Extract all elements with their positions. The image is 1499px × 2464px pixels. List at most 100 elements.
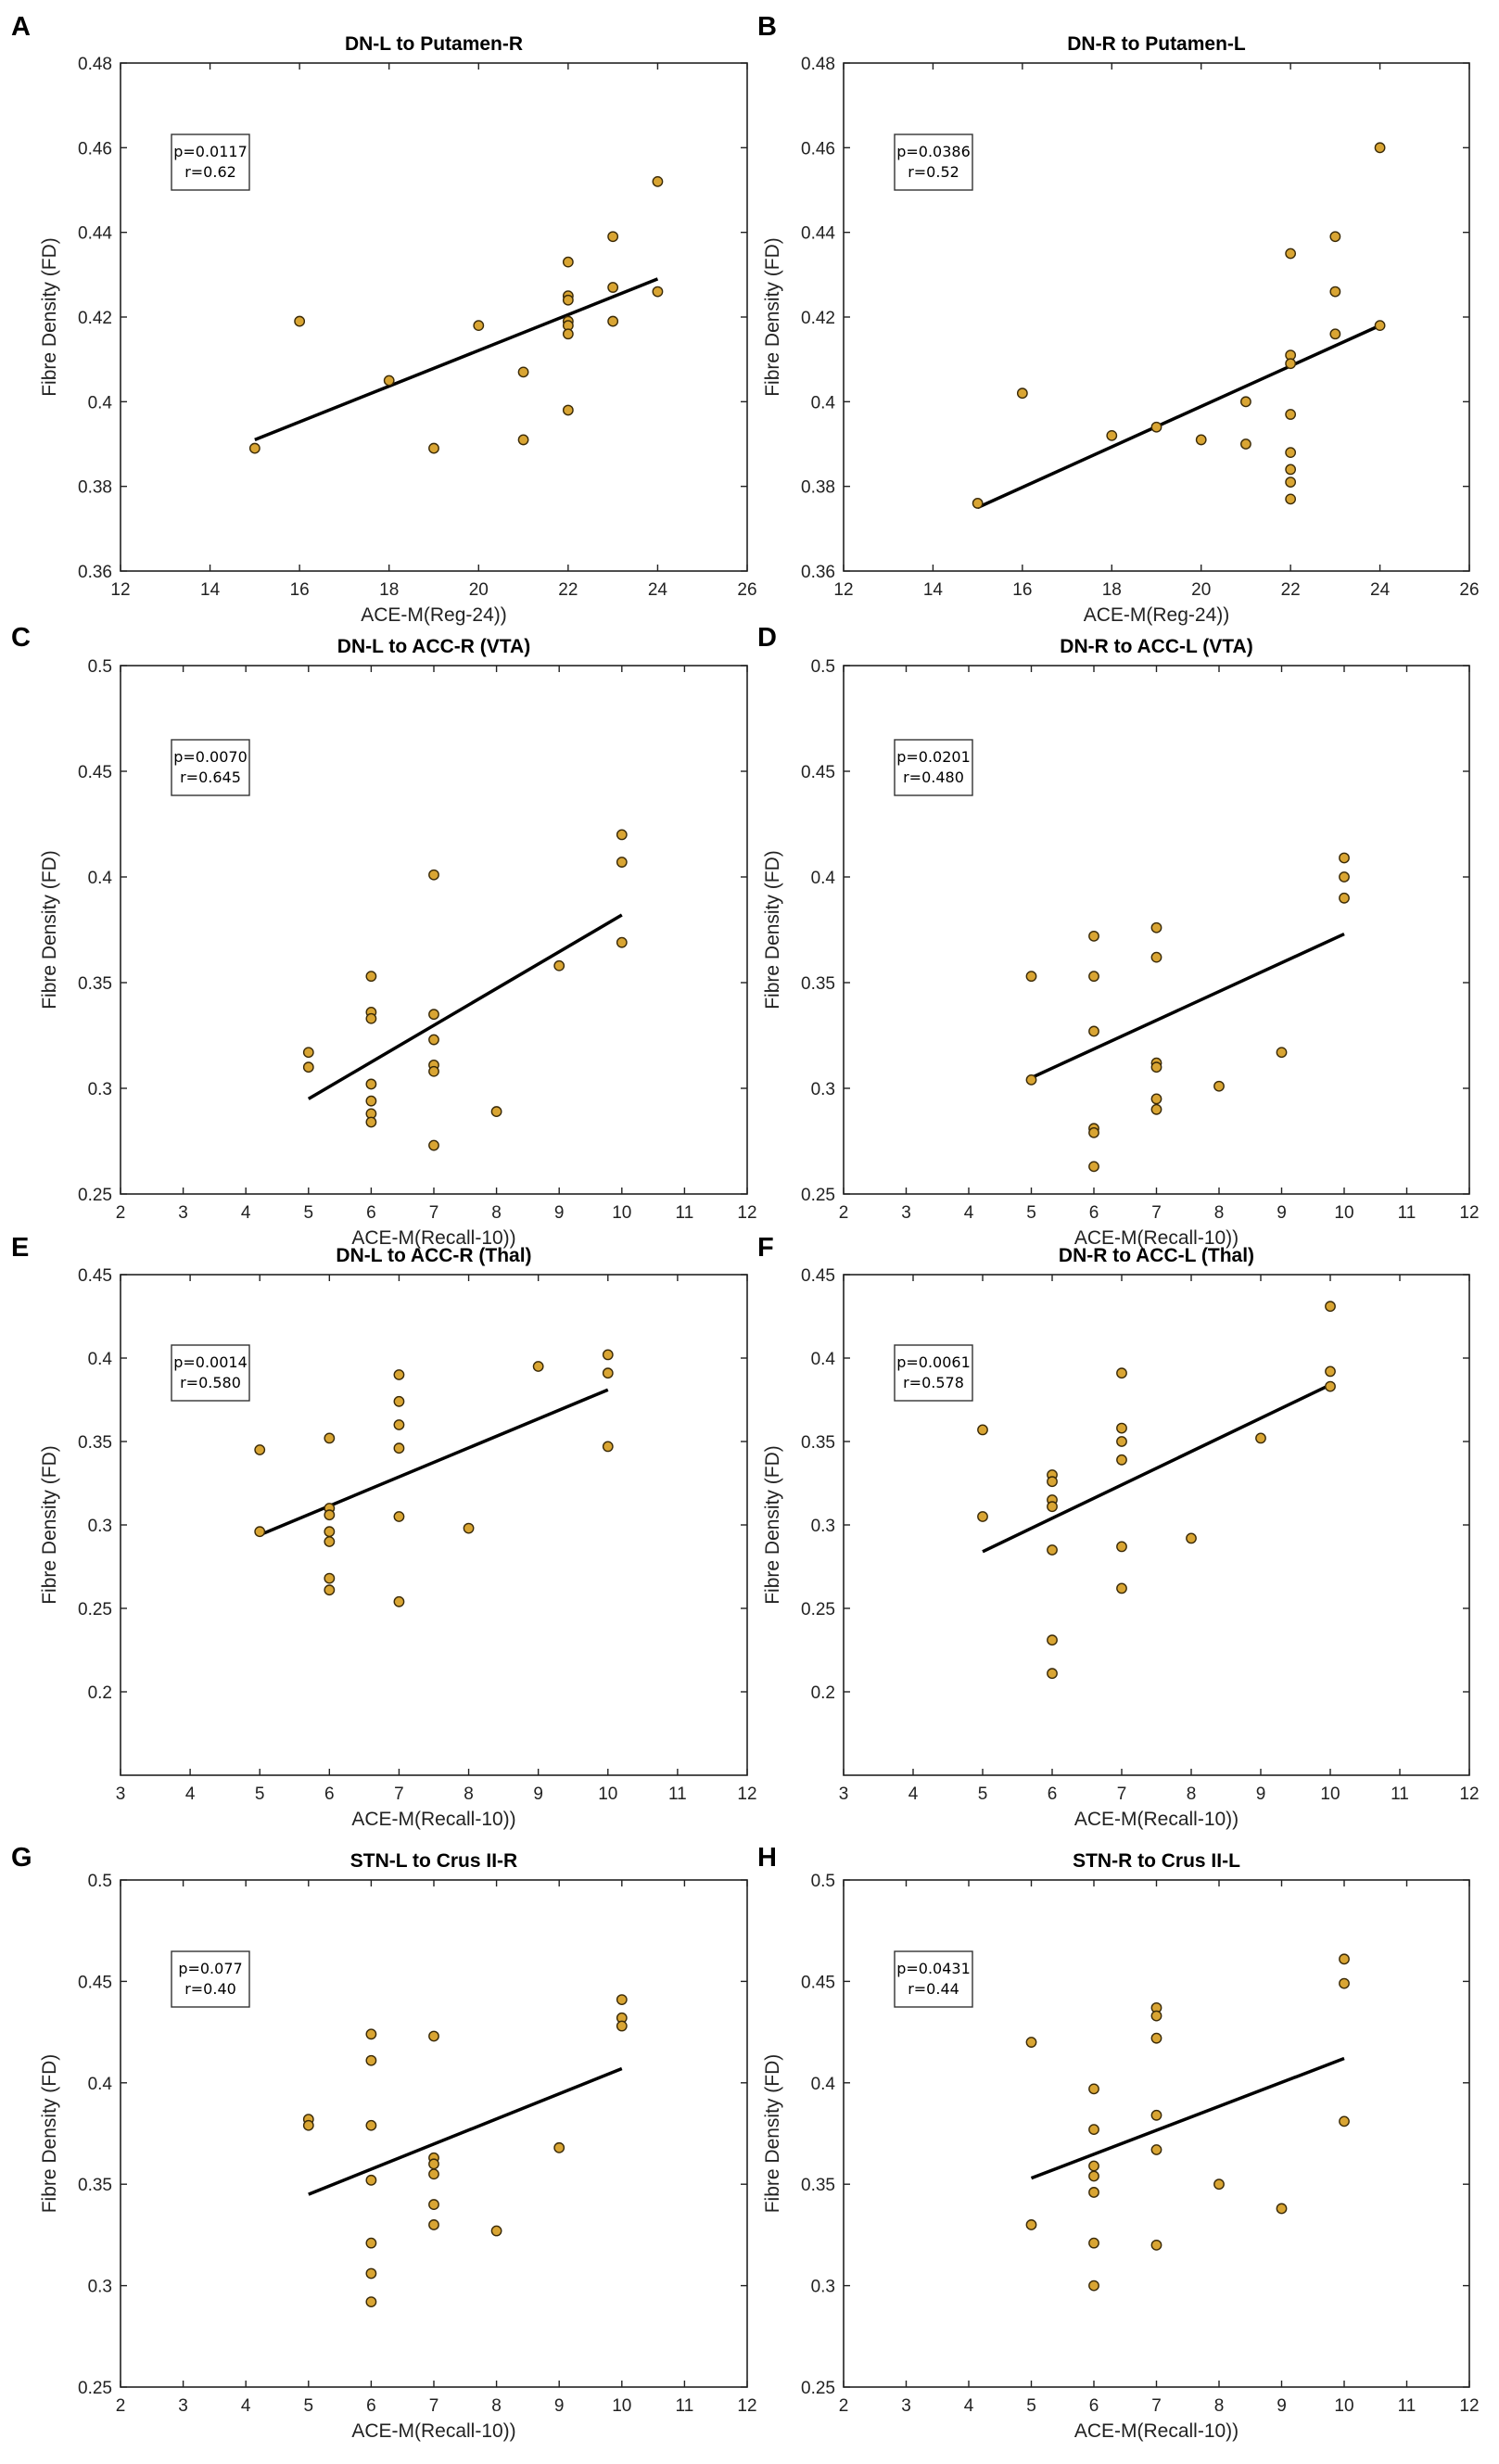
chart-title: STN-R to Crus II-L [1073, 1850, 1240, 1872]
x-tick-label: 11 [1398, 2396, 1416, 2416]
data-point [1374, 320, 1386, 332]
data-point [1150, 2239, 1162, 2251]
y-tick-label: 0.42 [801, 309, 835, 328]
y-tick-label: 0.4 [88, 393, 113, 413]
panel-letter: D [757, 623, 777, 653]
x-tick-label: 8 [491, 2396, 502, 2416]
data-point [616, 857, 628, 868]
x-tick-label: 10 [1320, 1784, 1340, 1804]
y-axis-label: Fibre Density (FD) [762, 1445, 783, 1605]
data-point [616, 1994, 628, 2005]
data-point [1088, 2083, 1099, 2095]
data-point [1276, 1047, 1288, 1059]
x-tick-label: 20 [1191, 580, 1211, 600]
x-axis-label: ACE-M(Recall-10)) [1074, 2420, 1239, 2442]
stats-box [894, 1344, 973, 1402]
data-point [1150, 1093, 1162, 1105]
data-point [1047, 1501, 1058, 1513]
x-tick-label: 4 [241, 1203, 251, 1223]
chart-title: DN-L to ACC-R (VTA) [337, 636, 530, 657]
data-point [1116, 1582, 1127, 1594]
data-point [1088, 2280, 1099, 2292]
x-tick-label: 8 [1214, 2396, 1225, 2416]
data-point [1285, 493, 1297, 505]
data-point [1339, 871, 1350, 883]
x-tick-label: 11 [1398, 1203, 1416, 1223]
x-tick-label: 7 [1117, 1784, 1127, 1804]
data-point [1047, 1544, 1058, 1556]
p-value-label: p=0.0014 [173, 1353, 248, 1371]
y-axis-label: Fibre Density (FD) [39, 237, 60, 397]
y-tick-label: 0.42 [78, 309, 112, 328]
data-point [616, 829, 628, 841]
data-point [1116, 1422, 1127, 1434]
data-point [1116, 1541, 1127, 1553]
x-tick-label: 16 [1012, 580, 1032, 600]
x-tick-label: 16 [290, 580, 310, 600]
data-point [428, 2158, 439, 2170]
y-tick-label: 0.44 [801, 224, 835, 244]
x-tick-label: 6 [1089, 1203, 1099, 1223]
data-point [1150, 2010, 1162, 2022]
y-tick-label: 0.4 [811, 869, 836, 888]
r-value-label: r=0.580 [180, 1374, 241, 1391]
y-tick-label: 0.48 [78, 55, 112, 74]
x-tick-label: 7 [429, 1203, 439, 1223]
data-point [607, 282, 619, 293]
stats-box [894, 133, 973, 191]
data-point [428, 1009, 439, 1021]
r-value-label: r=0.40 [184, 1980, 236, 1998]
x-tick-label: 9 [554, 1203, 565, 1223]
x-axis-label: ACE-M(Recall-10)) [1074, 1809, 1239, 1830]
data-point [1047, 1668, 1058, 1680]
data-point [393, 1395, 405, 1407]
data-point [365, 1012, 377, 1024]
data-point [607, 315, 619, 327]
y-tick-label: 0.45 [801, 1973, 835, 1992]
x-tick-label: 5 [304, 2396, 314, 2416]
chart-title: DN-L to Putamen-R [345, 33, 523, 55]
y-tick-label: 0.45 [801, 763, 835, 782]
chart-title: STN-L to Crus II-R [350, 1850, 517, 1872]
y-axis-label: Fibre Density (FD) [762, 850, 783, 1010]
y-axis-label: Fibre Density (FD) [762, 2054, 783, 2214]
data-point [1285, 409, 1297, 420]
data-point [1325, 1365, 1336, 1378]
chart-title: DN-R to ACC-L (Thal) [1059, 1245, 1254, 1266]
data-point [1047, 1476, 1058, 1488]
regression-line [976, 324, 1381, 510]
y-tick-label: 0.25 [801, 2379, 835, 2398]
x-tick-label: 6 [366, 2396, 376, 2416]
r-value-label: r=0.62 [184, 163, 236, 181]
x-tick-label: 4 [241, 2396, 251, 2416]
data-point [365, 971, 377, 983]
data-point [1116, 1436, 1127, 1447]
data-point [1150, 1061, 1162, 1073]
data-point [324, 1572, 336, 1584]
data-point [1150, 1103, 1162, 1115]
data-point [1195, 434, 1207, 446]
p-value-label: p=0.0386 [896, 143, 971, 160]
data-point [517, 366, 529, 378]
x-tick-label: 8 [1214, 1203, 1225, 1223]
data-point [602, 1441, 614, 1453]
data-point [1150, 951, 1162, 963]
data-point [602, 1349, 614, 1361]
x-tick-label: 7 [1151, 2396, 1162, 2416]
x-tick-label: 5 [1026, 2396, 1036, 2416]
data-point [428, 2219, 439, 2230]
panel-letter: H [757, 1843, 777, 1873]
x-tick-label: 7 [1151, 1203, 1162, 1223]
data-point [428, 1034, 439, 1046]
regression-line [307, 913, 623, 1100]
data-point [616, 2020, 628, 2032]
data-point [1016, 387, 1028, 400]
x-tick-label: 12 [110, 580, 130, 600]
stats-box [171, 1344, 250, 1402]
panel-letter: C [11, 623, 31, 653]
data-point [1329, 328, 1341, 340]
chart-panel-g: G STN-L to Crus II-R 2 3 4 5 6 7 8 9 10 11 12 0.25 0.3… [11, 1843, 757, 2442]
data-point [1150, 2109, 1162, 2121]
y-tick-label: 0.44 [78, 224, 112, 244]
y-tick-label: 0.5 [88, 657, 112, 677]
